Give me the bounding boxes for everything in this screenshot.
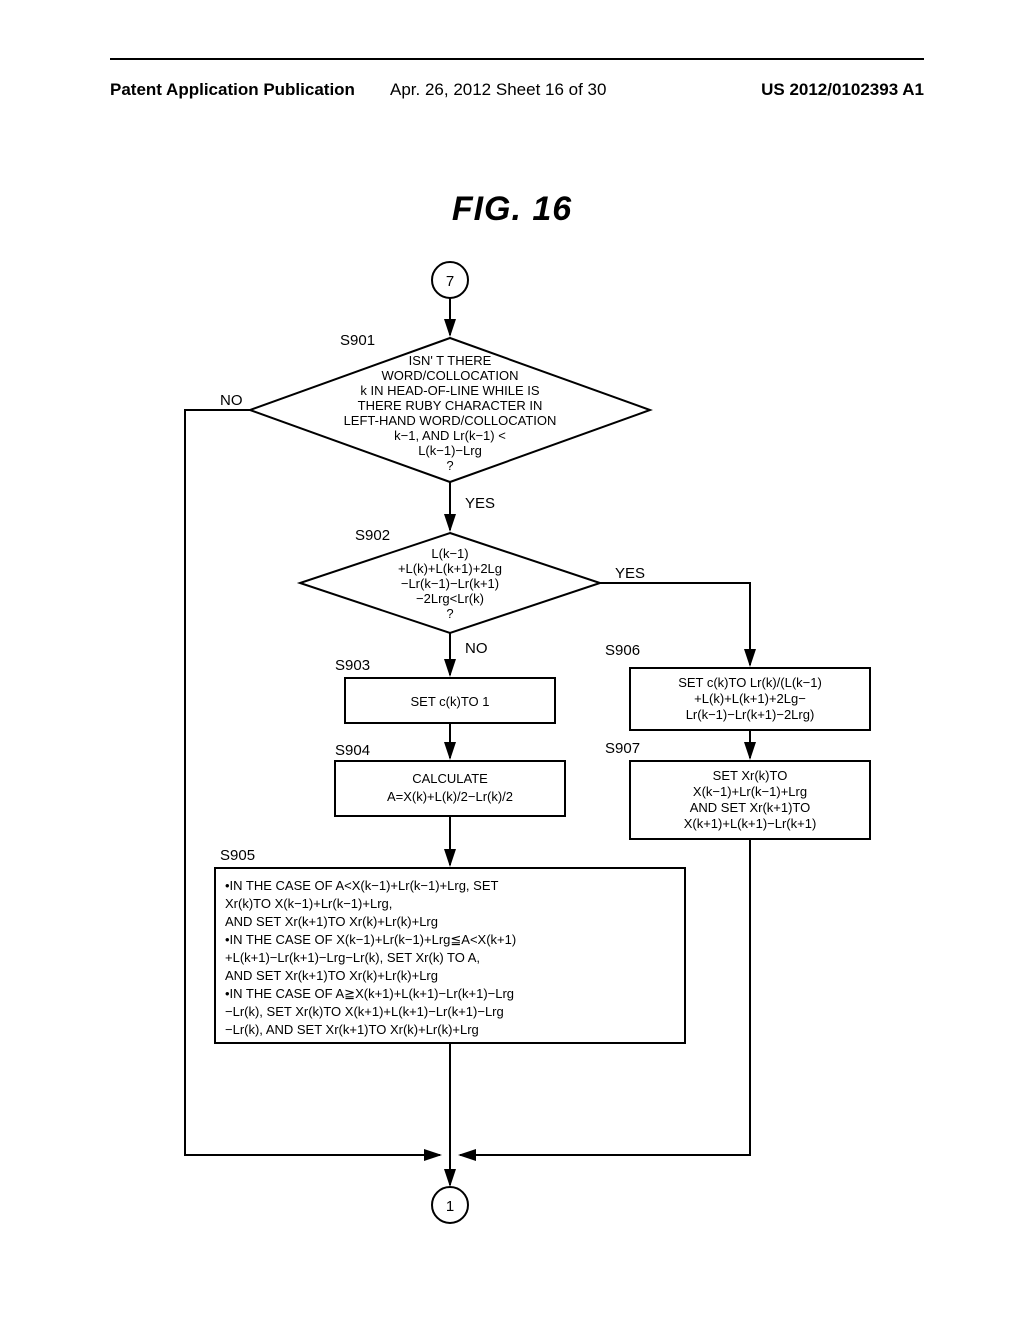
s906-l0: SET c(k)TO Lr(k)/(L(k−1) xyxy=(678,675,822,690)
s905-l1: Xr(k)TO X(k−1)+Lr(k−1)+Lrg, xyxy=(225,896,392,911)
d901-l3: THERE RUBY CHARACTER IN xyxy=(358,398,543,413)
s905-l5: AND SET Xr(k+1)TO Xr(k)+Lr(k)+Lrg xyxy=(225,968,438,983)
s907-l3: X(k+1)+L(k+1)−Lr(k+1) xyxy=(684,816,817,831)
header-middle: Apr. 26, 2012 Sheet 16 of 30 xyxy=(390,80,606,100)
s905-l0: •IN THE CASE OF A<X(k−1)+Lr(k−1)+Lrg, SE… xyxy=(225,878,498,893)
s906-l1: +L(k)+L(k+1)+2Lg− xyxy=(694,691,806,706)
d902-l4: ? xyxy=(446,606,453,621)
s905-l2: AND SET Xr(k+1)TO Xr(k)+Lr(k)+Lrg xyxy=(225,914,438,929)
label-s902: S902 xyxy=(355,527,390,544)
label-s903: S903 xyxy=(335,657,370,674)
d902-l1: +L(k)+L(k+1)+2Lg xyxy=(398,561,502,576)
s907-l0: SET Xr(k)TO xyxy=(713,768,788,783)
d902-l2: −Lr(k−1)−Lr(k+1) xyxy=(401,576,499,591)
s905-l6: •IN THE CASE OF A≧X(k+1)+L(k+1)−Lr(k+1)−… xyxy=(225,986,514,1001)
s905-l7: −Lr(k), SET Xr(k)TO X(k+1)+L(k+1)−Lr(k+1… xyxy=(225,1004,504,1019)
label-s905: S905 xyxy=(220,847,255,864)
d901-l2: k IN HEAD-OF-LINE WHILE IS xyxy=(360,383,539,398)
connector-top-label: 7 xyxy=(446,273,454,290)
s905-l3: •IN THE CASE OF X(k−1)+Lr(k−1)+Lrg≦A<X(k… xyxy=(225,932,516,947)
s904-l1: A=X(k)+L(k)/2−Lr(k)/2 xyxy=(387,789,513,804)
s906-l2: Lr(k−1)−Lr(k+1)−2Lrg) xyxy=(686,707,815,722)
label-s904: S904 xyxy=(335,742,370,759)
header-left: Patent Application Publication xyxy=(110,80,355,100)
flowchart: 7 S901 ISN' T THERE WORD/COLLOCATION k I… xyxy=(90,250,930,1230)
label-no-d901: NO xyxy=(220,392,243,409)
d902-l0: L(k−1) xyxy=(431,546,468,561)
d901-l7: ? xyxy=(446,458,453,473)
d901-l5: k−1, AND Lr(k−1) < xyxy=(394,428,506,443)
label-s907: S907 xyxy=(605,740,640,757)
header-rule xyxy=(110,58,924,60)
d901-l6: L(k−1)−Lrg xyxy=(418,443,482,458)
figure-title: FIG. 16 xyxy=(0,190,1024,229)
s903-l0: SET c(k)TO 1 xyxy=(411,694,490,709)
header-right: US 2012/0102393 A1 xyxy=(761,80,924,100)
page: Patent Application Publication Apr. 26, … xyxy=(0,0,1024,1320)
s907-l2: AND SET Xr(k+1)TO xyxy=(690,800,811,815)
s905-l4: +L(k+1)−Lr(k+1)−Lrg−Lr(k), SET Xr(k) TO … xyxy=(225,950,480,965)
d901-l4: LEFT-HAND WORD/COLLOCATION xyxy=(344,413,557,428)
label-yes-d902: YES xyxy=(615,565,645,582)
s904-l0: CALCULATE xyxy=(412,771,488,786)
d901-l0: ISN' T THERE xyxy=(409,353,492,368)
s907-l1: X(k−1)+Lr(k−1)+Lrg xyxy=(693,784,807,799)
label-yes-d901: YES xyxy=(465,495,495,512)
label-s901: S901 xyxy=(340,332,375,349)
connector-bottom-label: 1 xyxy=(446,1198,454,1215)
d901-l1: WORD/COLLOCATION xyxy=(382,368,519,383)
label-s906: S906 xyxy=(605,642,640,659)
label-no-d902: NO xyxy=(465,640,488,657)
s905-l8: −Lr(k), AND SET Xr(k+1)TO Xr(k)+Lr(k)+Lr… xyxy=(225,1022,479,1037)
d902-l3: −2Lrg<Lr(k) xyxy=(416,591,484,606)
